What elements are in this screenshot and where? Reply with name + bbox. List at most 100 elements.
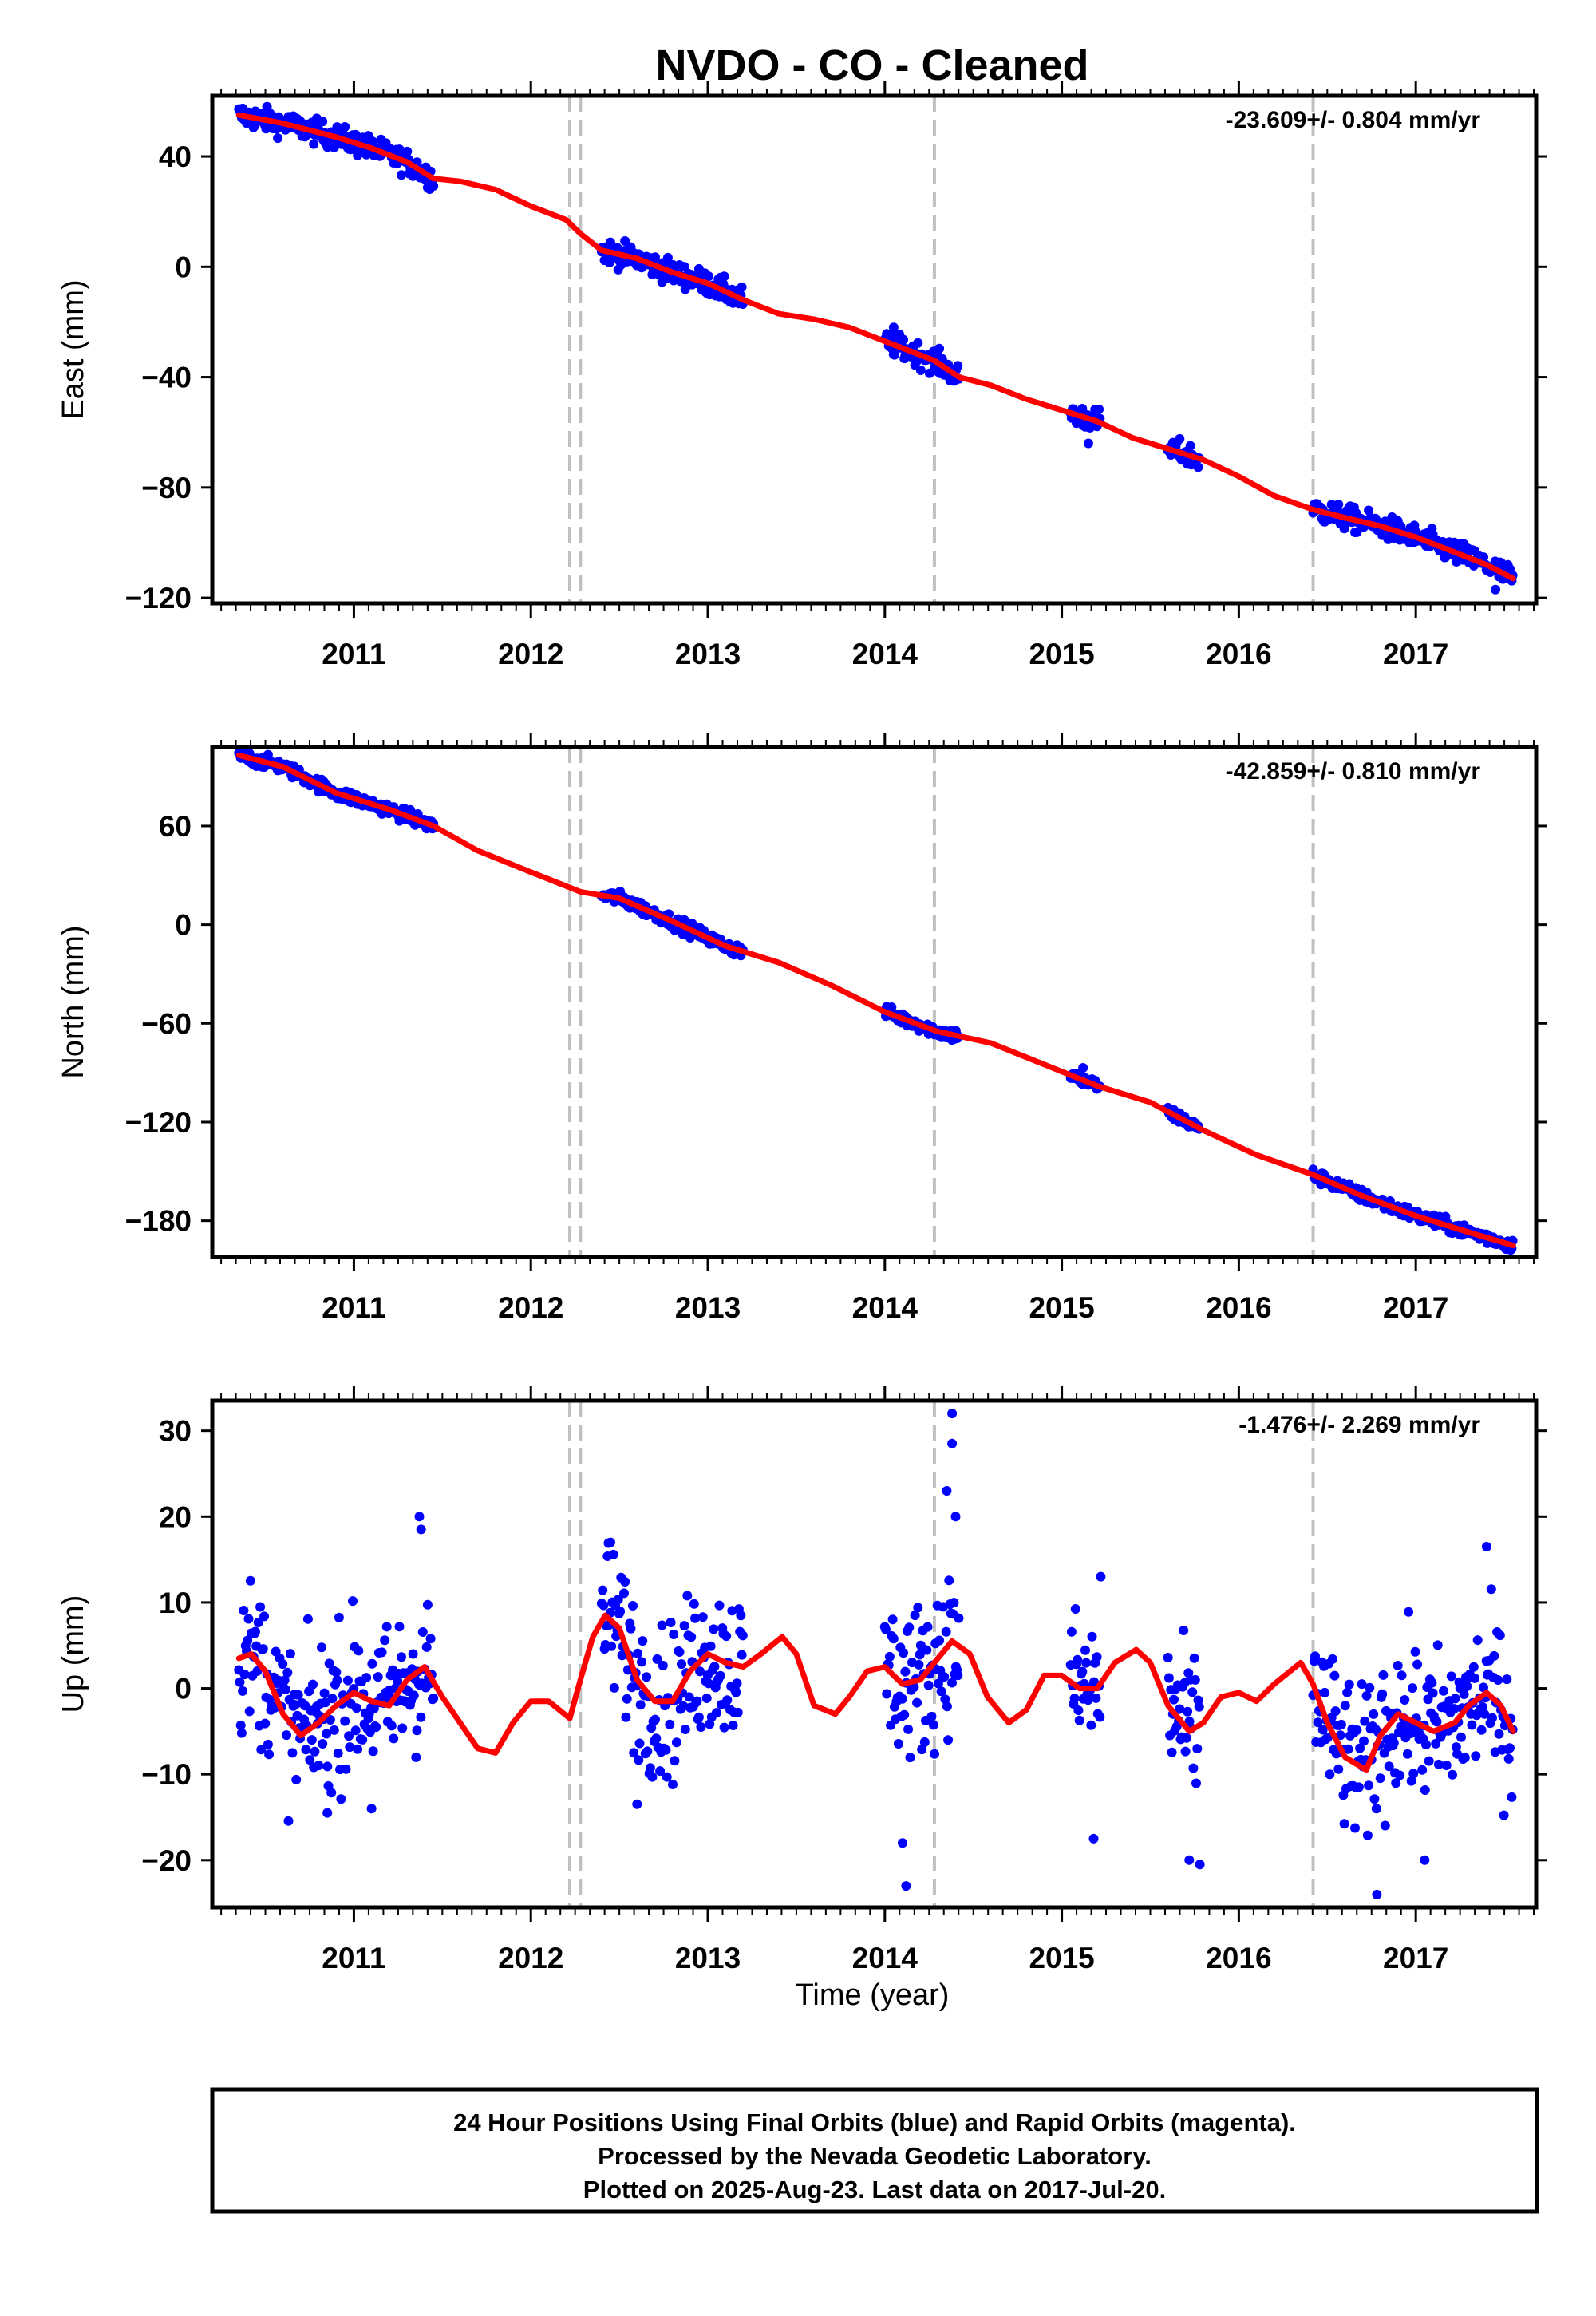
data-point [904,1622,915,1633]
data-point [258,1644,268,1654]
data-point [416,1712,426,1722]
data-point [282,1730,291,1741]
data-point [236,1728,247,1738]
data-point [680,1725,690,1734]
data-point [666,1618,676,1627]
data-point [1487,1713,1497,1723]
data-point [736,1611,746,1621]
data-point [287,1748,298,1758]
data-point [1467,1720,1477,1730]
data-point [322,1729,332,1739]
data-point [1505,1743,1515,1753]
data-point [668,1780,678,1789]
x-tick-label: 2011 [322,1291,385,1324]
data-point [621,1712,631,1722]
data-point [689,1599,699,1609]
data-point [1343,1744,1353,1754]
data-point [1187,1687,1198,1697]
data-point [719,271,729,282]
data-point [650,252,660,263]
data-point [239,1606,249,1615]
data-point [944,1575,954,1586]
data-point [704,271,714,282]
data-point [930,1749,939,1759]
data-point [1320,1687,1330,1697]
data-point [917,1745,927,1755]
data-point [1389,1737,1399,1748]
data-point [1317,1725,1328,1735]
data-point [280,1685,290,1694]
data-point [1350,1823,1360,1833]
data-point [606,1641,617,1651]
y-tick-label: −40 [141,362,192,394]
y-axis-label: East (mm) [57,279,90,419]
data-point [244,1706,255,1717]
data-point [1380,1820,1390,1831]
data-point [1340,1701,1350,1711]
x-tick-label: 2015 [1029,1942,1094,1974]
data-point [677,1659,686,1670]
data-point [647,1772,658,1782]
data-point [408,1649,418,1659]
y-tick-label: −20 [141,1844,192,1877]
data-point [1359,1736,1369,1746]
data-point [1396,1670,1407,1681]
data-point [626,1623,636,1634]
data-point [732,1678,742,1689]
data-point [923,1680,934,1690]
data-point [1372,1889,1382,1899]
data-point [913,338,923,348]
data-point [1070,1604,1080,1614]
data-point [1183,1706,1193,1717]
data-point [306,1735,317,1745]
data-point [1493,1675,1503,1685]
data-point [1080,1645,1090,1655]
data-point [1489,1650,1499,1661]
y-tick-label: 0 [175,1673,192,1705]
data-point [1325,1769,1335,1780]
data-point [422,1599,433,1610]
rate-label: -42.859+/- 0.810 mm/yr [1226,758,1481,785]
data-point [1095,1712,1105,1722]
data-point [367,1658,377,1669]
data-point [416,1524,426,1535]
data-point [386,1721,397,1731]
data-point [1194,1701,1204,1712]
data-point [913,1603,923,1613]
y-tick-label: 60 [159,810,192,843]
data-point [1503,1753,1514,1764]
data-point [260,1718,271,1729]
data-point [1352,1725,1362,1735]
data-point [377,1647,387,1658]
data-point [1471,1751,1481,1761]
data-point [283,1816,294,1826]
data-point [1439,1686,1448,1696]
data-point [682,1591,693,1601]
y-tick-label: −120 [125,1106,192,1139]
data-point [953,361,963,371]
footer-box [210,2087,1539,2214]
data-point [1185,441,1195,451]
data-point [1188,1763,1199,1773]
data-point [1449,1704,1460,1714]
y-tick-label: 30 [159,1415,192,1448]
data-point [1362,1830,1373,1840]
data-point [1369,1709,1379,1719]
data-point [1406,1776,1416,1786]
data-point [310,1746,320,1757]
data-point [1184,1855,1195,1865]
data-point [1400,1695,1410,1705]
data-point [939,1672,950,1682]
data-point [342,1675,353,1686]
data-point [888,1634,899,1644]
data-point [1479,1709,1490,1719]
x-tick-label: 2017 [1383,1942,1448,1974]
data-point [1342,1687,1353,1697]
data-point [1074,1715,1084,1725]
data-point [661,1745,671,1755]
data-point [1420,1785,1430,1795]
data-point [1502,1674,1512,1685]
data-point [1360,1716,1370,1726]
